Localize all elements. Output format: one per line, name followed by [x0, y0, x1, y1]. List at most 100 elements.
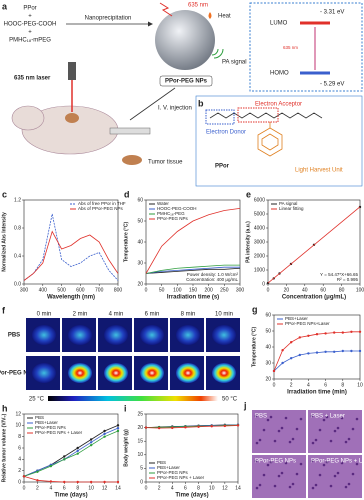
y-tick-label: 4: [18, 457, 21, 463]
y-tick-label: 0: [140, 479, 143, 485]
cell: [269, 415, 273, 419]
data-point: [116, 429, 120, 433]
legend-label: PA signal: [279, 201, 297, 206]
legend-label: PBS+Laser: [285, 316, 308, 321]
x-tick-label: 2: [36, 485, 39, 491]
harvest: Light Harvest Unit: [295, 168, 343, 174]
y-tick-label: 10: [15, 423, 21, 429]
y-tick-label: 60: [137, 197, 143, 203]
y-axis-label: PA intensity (a.u.): [245, 221, 251, 263]
cell: [351, 472, 355, 476]
thermal-spot: [140, 325, 164, 345]
y-tick-label: 0: [262, 281, 265, 287]
x-tick-label: 200: [204, 287, 213, 293]
data-point: [89, 441, 93, 444]
donor: Electron Donor: [206, 130, 246, 136]
series-line: [145, 267, 241, 274]
y-tick-label: 0.4: [14, 253, 21, 259]
colorbar-min: 25 °C: [29, 397, 45, 403]
cell: [340, 416, 344, 420]
data-point: [307, 334, 310, 337]
cell: [322, 418, 326, 422]
cell: [280, 471, 284, 475]
cell: [288, 440, 292, 444]
homo-energy: - 5.29 eV: [320, 82, 344, 88]
data-point: [22, 475, 26, 478]
time-label: 4 min: [109, 312, 124, 318]
heat: Heat: [218, 14, 231, 20]
data-point: [76, 452, 79, 455]
cell: [255, 441, 259, 445]
data-point: [333, 331, 336, 334]
y-tick-label: 15: [137, 439, 143, 445]
legend-label: Water: [157, 201, 169, 206]
injection: I. V. injection: [158, 106, 192, 112]
y-tick-label: 10: [137, 452, 143, 458]
y-tick-label: 0.0: [14, 281, 21, 287]
data-point: [290, 341, 293, 344]
flame: [208, 12, 212, 19]
data-point: [63, 455, 66, 458]
y-tick-label: 40: [265, 344, 271, 350]
y-tick-label: 4000: [254, 225, 265, 231]
time-label: 2 min: [73, 312, 88, 318]
legend-label: PBS+Laser: [157, 465, 180, 470]
data-point: [341, 331, 344, 334]
x-tick-label: 80: [339, 287, 345, 293]
cell: [347, 437, 351, 441]
colorbar: [48, 396, 218, 401]
data-point: [358, 349, 362, 353]
cell: [344, 440, 348, 444]
data-point: [103, 480, 106, 484]
data-point: [76, 449, 79, 453]
cell: [311, 441, 315, 445]
annotation: Concentration: 400 μg/mL: [186, 277, 238, 282]
cell: [311, 486, 315, 490]
annotation: Power density: 1.0 W/cm²: [187, 272, 239, 277]
y-tick-label: 12: [15, 411, 21, 417]
x-tick-label: 12: [102, 485, 108, 491]
cell: [295, 472, 299, 476]
data-point: [290, 357, 293, 360]
x-axis-label: Wavelength (nm): [47, 295, 95, 301]
data-point: [49, 464, 53, 468]
panel-b-box: [195, 95, 363, 187]
cell: [318, 473, 322, 477]
data-point: [281, 349, 284, 352]
data-point: [103, 429, 106, 433]
cell: [266, 463, 270, 467]
x-axis-label: Concentration (μg/mL): [282, 295, 346, 301]
data-point: [324, 332, 327, 335]
cell: [336, 471, 340, 475]
series-line: [267, 206, 361, 284]
x-tick-label: 0: [145, 485, 148, 491]
data-point: [63, 480, 66, 484]
data-point: [103, 435, 106, 438]
plot-frame: [23, 199, 119, 285]
time-label: 8 min: [181, 312, 196, 318]
x-tick-label: 800: [114, 287, 123, 293]
legend-label: PPor-PEG NPs: [157, 216, 189, 221]
data-point: [197, 425, 200, 428]
lumo-energy: - 3.31 eV: [320, 10, 344, 16]
data-point: [298, 353, 301, 357]
series-line: [273, 350, 360, 372]
data-point: [116, 480, 120, 484]
x-tick-label: 100: [173, 287, 182, 293]
cell: [347, 482, 351, 486]
cell: [325, 460, 329, 464]
panel-letter: a: [2, 1, 8, 11]
cell: [258, 483, 262, 487]
thermal-spot: [104, 363, 128, 383]
data-point: [184, 426, 187, 429]
data-point: [272, 369, 276, 373]
x-tick-label: 6: [184, 485, 187, 491]
thermal-spot: [32, 363, 56, 383]
pa-wave: [211, 48, 224, 59]
legend-label: PPor-PEG NPs: [157, 470, 189, 475]
data-point: [298, 336, 301, 339]
y-tick-label: 20: [265, 376, 271, 382]
annotation: R² = 0.995: [337, 277, 359, 282]
x-tick-label: 8: [76, 485, 79, 491]
